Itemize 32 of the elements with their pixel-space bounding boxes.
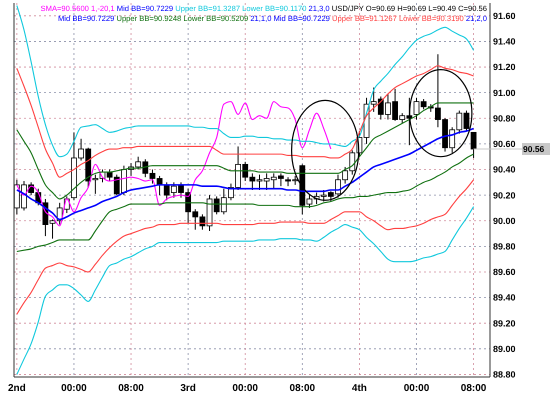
- line-series: [16, 65, 474, 178]
- y-tick-label: 91.00: [493, 88, 516, 98]
- y-tick-label: 89.40: [493, 292, 516, 303]
- line-series: [16, 154, 474, 252]
- x-tick-label: 4th: [352, 383, 367, 394]
- x-tick-label: 2nd: [8, 383, 26, 394]
- line-series: [16, 179, 474, 315]
- y-tick-label: 90.60: [493, 139, 516, 150]
- y-tick-label: 90.80: [493, 113, 516, 124]
- y-tick-label: 91.20: [493, 62, 516, 72]
- x-tick-label: 08:00: [290, 383, 316, 394]
- x-tick-label: 08:00: [460, 383, 487, 394]
- line-series: [16, 101, 332, 226]
- y-tick-label: 89.00: [493, 344, 516, 354]
- y-tick-label: 89.20: [493, 318, 516, 328]
- x-tick-label: 08:00: [118, 383, 144, 394]
- y-tick-label: 91.60: [493, 10, 516, 21]
- y-tick-label: 89.60: [493, 267, 516, 278]
- y-tick-label: 90.00: [493, 216, 516, 226]
- y-tick-label: 88.80: [493, 370, 516, 380]
- x-tick-label: 00:00: [61, 383, 88, 394]
- ref-line-label: 90.56: [523, 144, 545, 154]
- y-tick-label: 89.80: [493, 242, 516, 252]
- line-series: [16, 102, 474, 200]
- line-series: [16, 206, 474, 375]
- y-tick-label: 91.40: [493, 36, 516, 47]
- x-tick-label: 00:00: [232, 383, 258, 394]
- candlestick: [470, 132, 476, 158]
- y-tick-label: 90.40: [493, 164, 516, 175]
- x-tick-label: 3rd: [180, 383, 196, 394]
- x-tick-label: 00:00: [404, 383, 430, 394]
- y-tick-label: 90.20: [493, 190, 516, 200]
